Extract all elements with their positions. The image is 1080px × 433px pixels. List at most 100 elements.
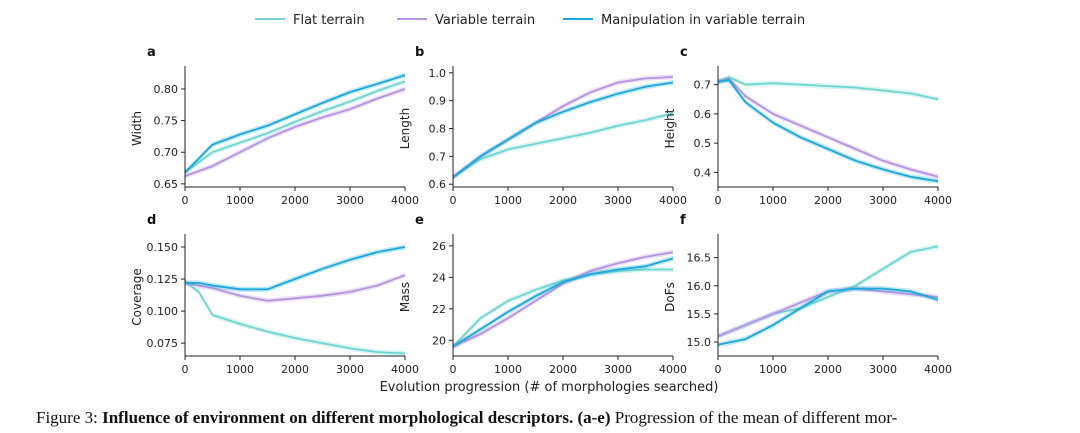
x-tick-label: 1000 — [494, 363, 522, 376]
band-flat — [185, 279, 405, 356]
series-line-manip — [452, 257, 674, 348]
x-tick-label: 4000 — [659, 363, 687, 376]
y-tick-label: 0.7 — [429, 150, 447, 163]
x-tick-label: 3000 — [604, 363, 632, 376]
y-tick-label: 16.5 — [687, 252, 712, 265]
y-axis-label: Height — [663, 108, 677, 148]
x-tick-label: 2000 — [281, 194, 309, 207]
x-tick-label: 0 — [182, 194, 189, 207]
x-tick-label: 4000 — [391, 194, 419, 207]
series-line-manip — [717, 287, 939, 346]
y-tick-label: 22 — [432, 303, 446, 316]
panel-letter: d — [147, 213, 156, 228]
series-line-manip — [185, 246, 406, 291]
legend-label-flat: Flat terrain — [293, 13, 365, 28]
y-tick-label: 0.75 — [154, 115, 179, 128]
x-tick-label: 2000 — [814, 363, 842, 376]
series-line-flat — [452, 112, 674, 179]
y-tick-label: 24 — [432, 271, 446, 284]
panel-letter: c — [680, 45, 688, 60]
series-line-flat — [717, 76, 939, 101]
band-manip — [453, 80, 673, 180]
panel-letter: f — [680, 213, 686, 228]
x-tick-label: 2000 — [281, 363, 309, 376]
panel-b: b Length 0.6 0.7 0.8 0.9 1.0 0 1000 2000 3000 4000 — [398, 45, 687, 207]
y-tick-label: 0.70 — [154, 146, 179, 159]
legend: Flat terrain Variable terrain Manipulati… — [255, 13, 805, 28]
y-tick-label: 0.125 — [147, 273, 179, 286]
y-axis-label: Width — [130, 111, 144, 146]
series-line-variable — [184, 274, 406, 302]
y-tick-label: 15.0 — [687, 336, 712, 349]
x-tick-label: 4000 — [659, 194, 687, 207]
legend-label-variable: Variable terrain — [435, 13, 535, 28]
caption-rest: Progression of the mean of different mor… — [610, 408, 898, 427]
y-axis-label: Length — [398, 108, 412, 149]
panel-f: f DoFs 15.0 15.5 16.0 16.5 0 1000 2000 3000 4000 — [663, 213, 952, 376]
x-tick-label: 4000 — [924, 194, 952, 207]
band-flat — [718, 74, 938, 102]
series-line-variable — [452, 251, 674, 348]
series-line-variable — [717, 77, 939, 178]
y-tick-label: 0.5 — [694, 137, 712, 150]
series-line-flat — [184, 280, 406, 355]
x-tick-label: 0 — [715, 363, 722, 376]
band-flat — [185, 78, 405, 175]
band-flat — [453, 110, 673, 180]
caption-ref: (a-e) — [577, 408, 611, 427]
x-tick-label: 0 — [450, 194, 457, 207]
x-tick-label: 2000 — [814, 194, 842, 207]
x-tick-label: 1000 — [226, 194, 254, 207]
y-tick-label: 20 — [432, 334, 446, 347]
y-tick-label: 0.65 — [154, 178, 179, 191]
y-axis-label: Coverage — [130, 268, 144, 326]
series-line-manip — [184, 74, 406, 174]
y-axis-label: Mass — [398, 282, 412, 312]
x-tick-label: 3000 — [604, 194, 632, 207]
y-tick-label: 15.5 — [687, 308, 712, 321]
band-flat — [453, 266, 673, 350]
x-tick-label: 4000 — [924, 363, 952, 376]
y-tick-label: 0.7 — [694, 79, 712, 92]
y-tick-label: 16.0 — [687, 280, 712, 293]
series-line-variable — [452, 76, 674, 179]
y-tick-label: 0.80 — [154, 83, 179, 96]
y-tick-label: 0.9 — [429, 95, 447, 108]
x-axis-label: Evolution progression (# of morphologies… — [380, 380, 719, 395]
x-tick-label: 4000 — [391, 363, 419, 376]
x-tick-label: 1000 — [494, 194, 522, 207]
x-tick-label: 2000 — [549, 194, 577, 207]
x-tick-label: 3000 — [869, 194, 897, 207]
legend-label-manipulation: Manipulation in variable terrain — [601, 13, 805, 28]
figure-caption: Figure 3: Influence of environment on di… — [36, 408, 1076, 428]
panel-letter: b — [415, 45, 424, 60]
band-flat — [718, 243, 938, 339]
series-line-manip — [452, 81, 674, 179]
y-tick-label: 1.0 — [429, 67, 447, 80]
y-axis-label: DoFs — [663, 282, 677, 312]
x-tick-label: 1000 — [759, 194, 787, 207]
panel-e: e Mass 20 22 24 26 0 1000 2000 3000 4000 — [398, 213, 687, 376]
y-tick-label: 0.150 — [147, 241, 179, 254]
series-line-flat — [184, 80, 406, 174]
panel-a: a Width 0.65 0.70 0.75 0.80 0 1000 2000 3000 4000 — [130, 45, 419, 207]
series-line-manip — [717, 79, 939, 183]
band-manip — [185, 244, 405, 292]
series-line-variable — [184, 88, 406, 178]
figure: Flat terrain Variable terrain Manipulati… — [130, 13, 952, 395]
panel-letter: a — [147, 45, 156, 60]
y-tick-label: 26 — [432, 240, 446, 253]
panel-letter: e — [415, 213, 424, 228]
caption-prefix: Figure 3: — [36, 408, 103, 427]
x-tick-label: 3000 — [869, 363, 897, 376]
y-tick-label: 0.8 — [429, 123, 447, 136]
y-tick-label: 0.100 — [147, 305, 179, 318]
band-variable — [718, 76, 938, 180]
y-tick-label: 0.075 — [147, 337, 179, 350]
x-tick-label: 0 — [715, 194, 722, 207]
panel-c: c Height 0.4 0.5 0.6 0.7 0 1000 2000 3000 4000 — [663, 45, 952, 207]
x-tick-label: 0 — [182, 363, 189, 376]
caption-title: Influence of environment on different mo… — [102, 408, 574, 427]
